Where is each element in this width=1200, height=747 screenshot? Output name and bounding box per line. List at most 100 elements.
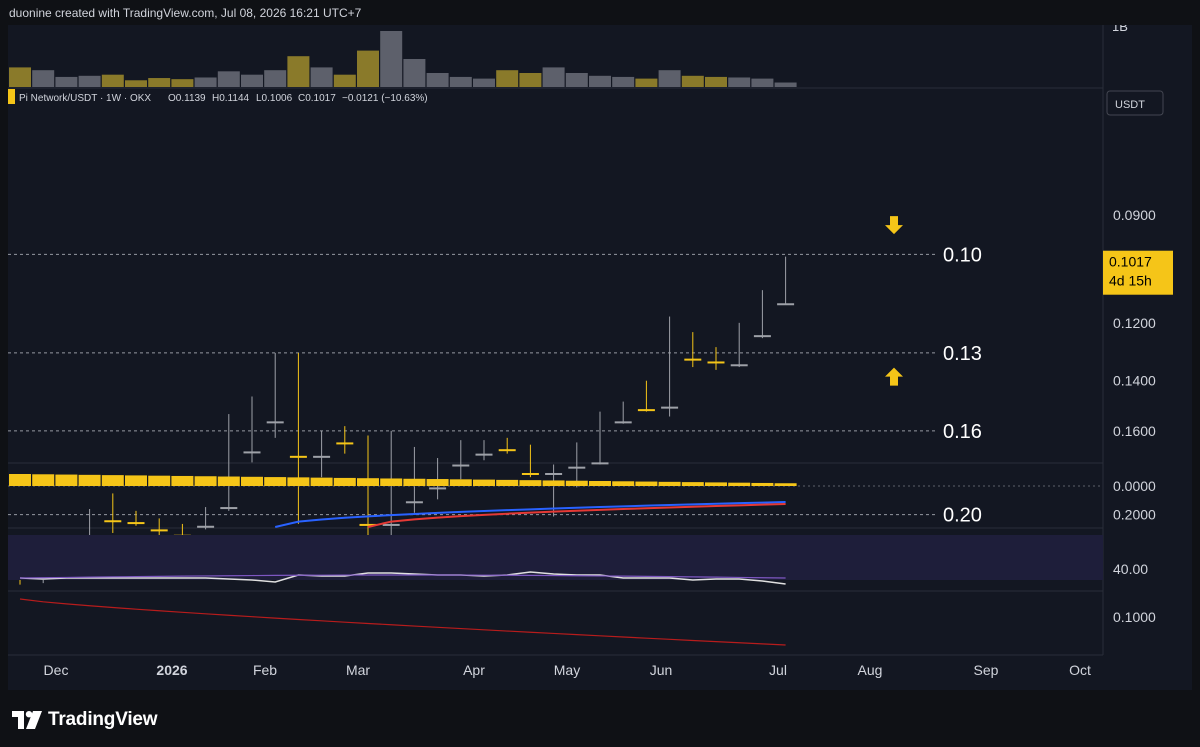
time-axis-tick: 2026 (156, 662, 187, 678)
last-price-value: 0.1017 (1109, 254, 1152, 270)
macd-histogram-bar (125, 475, 147, 486)
level-label: 0.13 (943, 343, 982, 365)
time-axis-tick: Dec (44, 662, 69, 678)
candle-body (707, 361, 725, 364)
candle-body (289, 455, 307, 458)
volume-bar (264, 70, 287, 87)
candle-body (150, 529, 168, 532)
volume-bar (681, 75, 704, 87)
macd-histogram-bar (55, 474, 78, 486)
time-axis-tick: Apr (463, 662, 485, 678)
macd-histogram-bar (357, 478, 379, 486)
time-axis-tick: Sep (974, 662, 999, 678)
volume-bar (148, 78, 171, 87)
macd-histogram-bar (751, 482, 774, 486)
time-axis-tick: Oct (1069, 662, 1091, 678)
candle-body (220, 507, 238, 510)
candle-body (730, 364, 748, 367)
candle-body (777, 303, 795, 306)
macd-histogram-bar (32, 474, 55, 486)
rsi-line (19, 571, 786, 585)
rsi-axis-tick: 40.00 (1113, 561, 1148, 577)
volume-bar (496, 70, 519, 87)
price-axis-tick: 0.0900 (1113, 207, 1156, 223)
candle-body (359, 523, 377, 526)
volume-bar (310, 67, 333, 87)
volume-bar (542, 67, 565, 87)
candle-body (684, 358, 702, 361)
macd-histogram-bar (426, 479, 449, 486)
volume-bar (32, 70, 55, 87)
candle-body (313, 455, 331, 458)
lower-indicator-line (19, 598, 786, 646)
time-axis-tick: Aug (858, 662, 883, 678)
macd-histogram-bar (589, 481, 611, 486)
price-axis-tick: 0.1600 (1113, 423, 1156, 439)
volume-bar (658, 70, 681, 87)
chart-credit: duonine created with TradingView.com, Ju… (9, 6, 362, 20)
macd-histogram-bar (542, 480, 565, 486)
price-axis-tick: 0.2000 (1113, 507, 1156, 523)
macd-histogram-bar (194, 476, 217, 486)
price-axis-tick: 0.1200 (1113, 315, 1156, 331)
chart-area[interactable]: 1B 0.20 0.16 0.13 0.10 Pi Network/USDT · 1W ·… (8, 25, 1192, 690)
volume-bar (194, 77, 217, 87)
macd-histogram-bar (241, 476, 263, 486)
time-axis-tick: Jul (769, 662, 787, 678)
signal-line (367, 503, 786, 528)
volume-bar (519, 73, 542, 87)
time-axis-tick: Jun (650, 662, 673, 678)
candle-body (197, 525, 215, 528)
currency-badge[interactable] (1106, 90, 1164, 116)
macd-histogram-bar (403, 478, 426, 486)
macd-histogram-bar (658, 481, 681, 486)
macd-histogram-bar (380, 478, 403, 486)
volume-bar (589, 75, 611, 87)
volume-bar (635, 78, 658, 87)
price-axis-tick: 0.1400 (1113, 373, 1156, 389)
ohlc-change: −0.0121 (−10.63%) (342, 93, 428, 104)
candlestick-chart[interactable]: 1B 0.20 0.16 0.13 0.10 Pi Network/USDT · 1W ·… (8, 25, 1192, 690)
volume-bar (217, 71, 240, 87)
volume-bar (55, 76, 78, 87)
macd-histogram-bar (705, 482, 727, 486)
candle-body (382, 523, 400, 526)
candle-body (336, 442, 354, 445)
level-label: 0.10 (943, 244, 982, 266)
time-axis-tick: May (554, 662, 580, 678)
volume-bar (241, 74, 263, 87)
macd-histogram-bar (565, 480, 588, 486)
volume-bar (101, 74, 124, 87)
volume-bar (333, 74, 356, 87)
candle-body (591, 462, 609, 465)
volume-scale-label: 1B (1112, 25, 1128, 34)
candle-body (498, 449, 516, 452)
candle-body (661, 406, 679, 409)
macd-histogram-bar (217, 476, 240, 486)
macd-histogram-bar (612, 481, 635, 486)
macd-histogram-bar (264, 477, 287, 486)
candle-body (405, 501, 423, 504)
candle-body (452, 464, 470, 467)
volume-bar (380, 31, 403, 87)
macd-histogram-bar (78, 474, 101, 486)
rsi-ma-line (19, 574, 786, 579)
volume-bar (9, 67, 31, 87)
arrow-up-icon (885, 367, 903, 386)
tradingview-logo: TradingView (12, 708, 158, 732)
macd-axis-tick: 0.0000 (1113, 478, 1156, 494)
volume-bar (705, 76, 727, 87)
rsi-band (8, 535, 1103, 580)
candle-body (429, 487, 447, 490)
volume-bar (449, 76, 472, 87)
last-price-tag (1103, 250, 1173, 295)
volume-bar (751, 78, 774, 87)
volume-bar (774, 82, 797, 87)
volume-bar (403, 59, 426, 87)
volume-bar (125, 80, 147, 87)
macd-histogram-bar (635, 481, 658, 486)
volume-bar (426, 73, 449, 87)
candle-body (521, 473, 539, 476)
macd-histogram-bar (519, 480, 542, 486)
ohlc-close: C0.1017 (298, 93, 336, 104)
